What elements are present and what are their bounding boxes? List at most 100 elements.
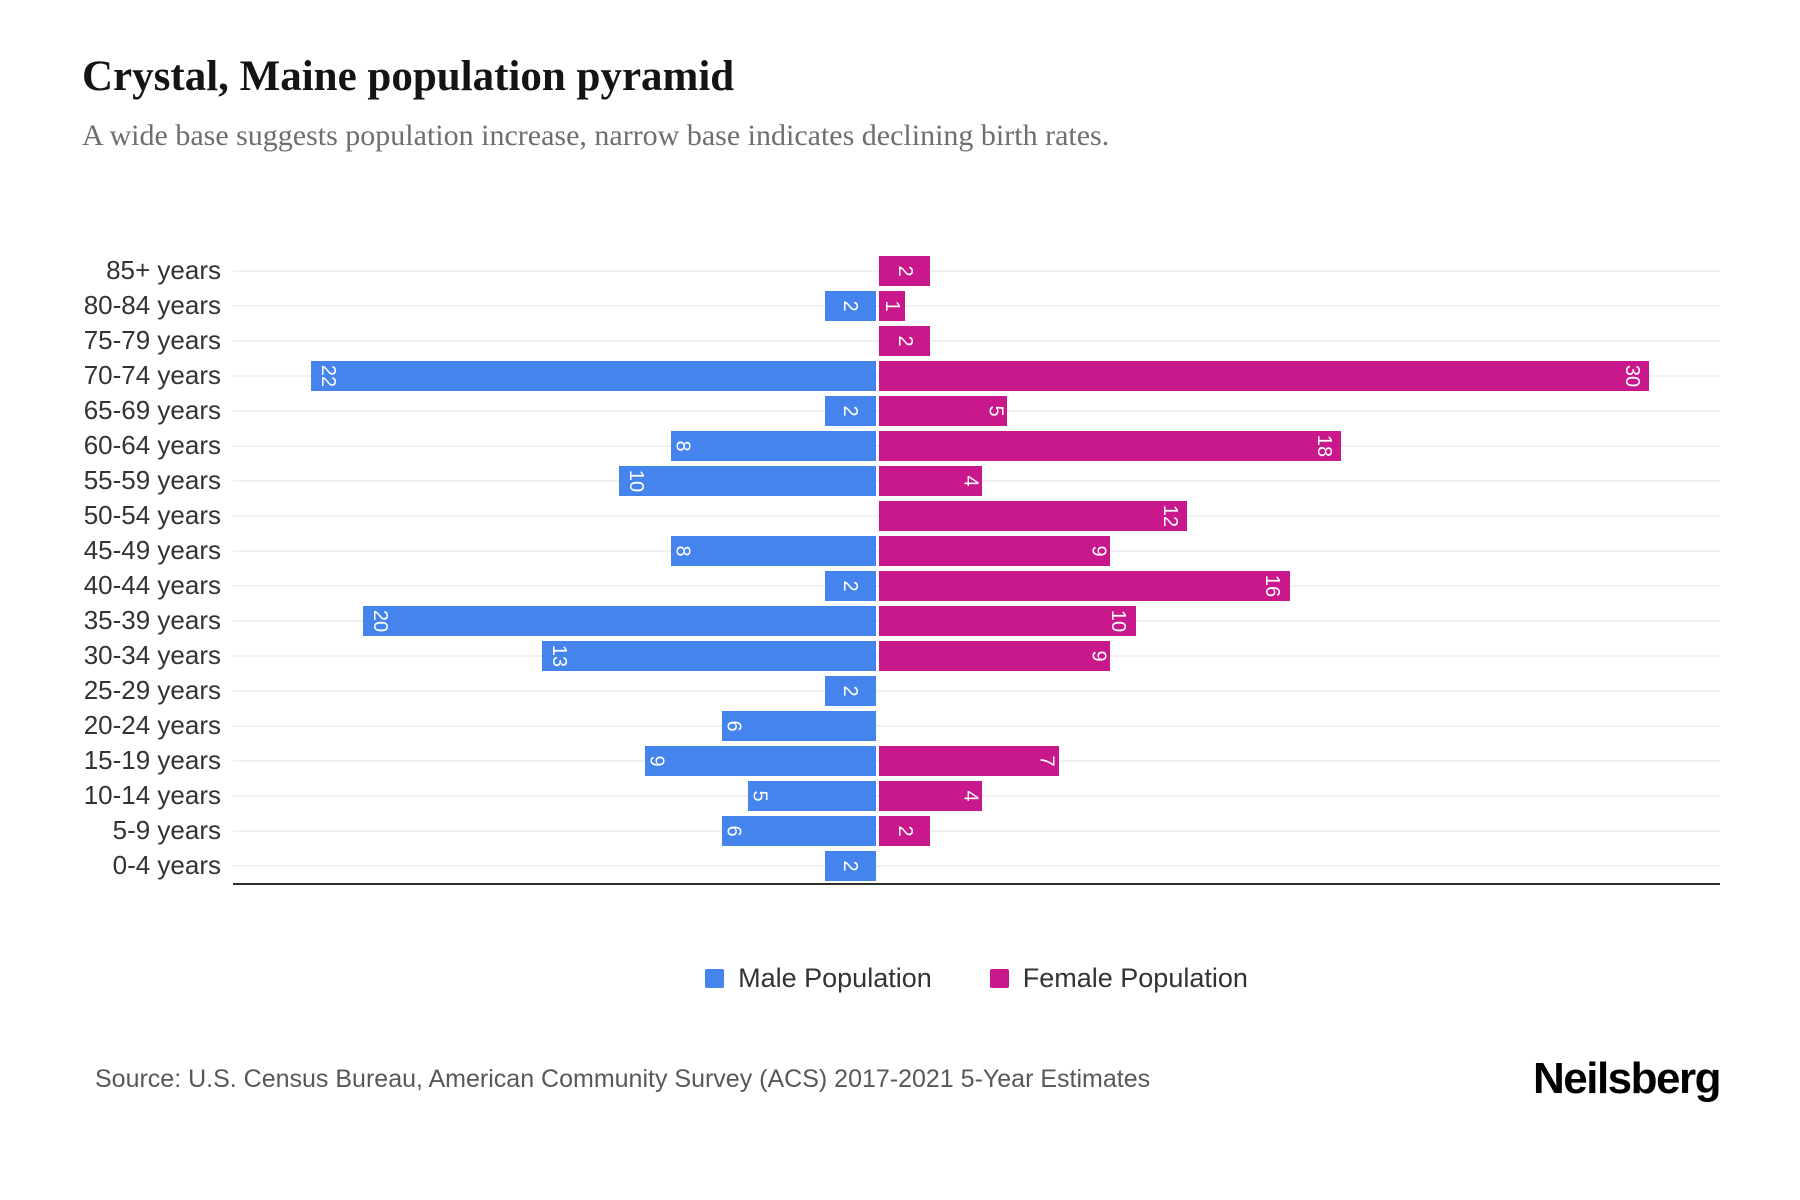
legend-item-male[interactable]: Male Population bbox=[705, 963, 932, 994]
male-bar[interactable]: 6 bbox=[722, 815, 876, 846]
neilsberg-logo: Neilsberg bbox=[1532, 1054, 1722, 1103]
female-bar[interactable]: 18 bbox=[879, 430, 1341, 461]
chart-subtitle: A wide base suggests population increase… bbox=[82, 119, 1110, 152]
male-bar[interactable]: 20 bbox=[362, 605, 876, 636]
age-group-label: 50-54 years bbox=[83, 500, 221, 530]
male-legend-swatch bbox=[705, 969, 725, 988]
age-group-label: 25-29 years bbox=[83, 675, 221, 705]
footer: Source: U.S. Census Bureau, American Com… bbox=[82, 1054, 1722, 1104]
row-plot: 8 18 bbox=[233, 428, 1720, 463]
legend-label-male: Male Population bbox=[738, 963, 932, 993]
male-bar[interactable]: 2 bbox=[824, 290, 876, 321]
chart-row: 10-14 years 5 4 bbox=[82, 778, 1720, 813]
age-group-label: 40-44 years bbox=[83, 570, 221, 600]
male-bar[interactable]: 13 bbox=[542, 640, 876, 671]
chart-row: 35-39 years 20 10 bbox=[82, 603, 1720, 638]
age-group-label: 65-69 years bbox=[83, 395, 221, 425]
row-plot: 6 bbox=[233, 708, 1720, 743]
legend: Male Population Female Population bbox=[233, 963, 1720, 994]
bar-value-label: 22 bbox=[317, 364, 340, 387]
gridline bbox=[233, 724, 1720, 727]
female-bar[interactable]: 9 bbox=[879, 535, 1110, 566]
male-bar[interactable]: 5 bbox=[747, 780, 876, 811]
male-bar[interactable]: 8 bbox=[670, 430, 876, 461]
bar-value-label: 18 bbox=[1312, 434, 1335, 457]
row-plot: 2 bbox=[233, 323, 1720, 358]
female-bar[interactable]: 10 bbox=[879, 605, 1136, 636]
chart-row: 5-9 years 6 2 bbox=[82, 813, 1720, 848]
legend-label-female: Female Population bbox=[1022, 963, 1248, 993]
female-bar[interactable]: 5 bbox=[879, 395, 1008, 426]
female-bar[interactable]: 12 bbox=[879, 500, 1187, 531]
female-bar[interactable]: 1 bbox=[879, 290, 905, 321]
bar-value-label: 9 bbox=[1087, 649, 1110, 662]
female-bar[interactable]: 2 bbox=[879, 815, 931, 846]
gridline bbox=[233, 829, 1720, 832]
bar-value-label: 10 bbox=[1107, 609, 1130, 632]
female-bar[interactable]: 2 bbox=[879, 325, 931, 356]
male-bar[interactable]: 6 bbox=[722, 710, 876, 741]
female-bar[interactable]: 7 bbox=[879, 745, 1059, 776]
bar-value-label: 2 bbox=[839, 579, 862, 592]
bar-value-label: 8 bbox=[671, 439, 694, 452]
chart-row: 45-49 years 8 9 bbox=[82, 533, 1720, 568]
female-bar[interactable]: 30 bbox=[879, 360, 1649, 391]
male-bar[interactable]: 2 bbox=[824, 395, 876, 426]
bar-value-label: 9 bbox=[645, 754, 668, 767]
male-bar[interactable]: 2 bbox=[824, 850, 876, 881]
row-plot: 2 bbox=[233, 253, 1720, 288]
female-legend-swatch bbox=[989, 969, 1009, 988]
bar-value-label: 2 bbox=[839, 859, 862, 872]
male-bar[interactable]: 2 bbox=[824, 570, 876, 601]
female-bar[interactable]: 4 bbox=[879, 465, 982, 496]
male-bar[interactable]: 8 bbox=[670, 535, 876, 566]
male-bar[interactable]: 9 bbox=[645, 745, 876, 776]
bar-value-label: 5 bbox=[748, 789, 771, 802]
bar-value-label: 4 bbox=[959, 789, 982, 802]
bar-value-label: 6 bbox=[722, 824, 745, 837]
male-bar[interactable]: 2 bbox=[824, 675, 876, 706]
male-bar[interactable]: 22 bbox=[311, 360, 876, 391]
bar-value-label: 20 bbox=[368, 609, 391, 632]
row-plot: 20 10 bbox=[233, 603, 1720, 638]
legend-item-female[interactable]: Female Population bbox=[989, 963, 1248, 994]
bar-value-label: 9 bbox=[1087, 544, 1110, 557]
bar-value-label: 2 bbox=[893, 334, 916, 347]
age-group-label: 85+ years bbox=[106, 255, 221, 285]
female-bar[interactable]: 4 bbox=[879, 780, 982, 811]
row-plot: 2 16 bbox=[233, 568, 1720, 603]
age-group-label: 55-59 years bbox=[83, 465, 221, 495]
age-group-label: 60-64 years bbox=[83, 430, 221, 460]
chart-row: 60-64 years 8 18 bbox=[82, 428, 1720, 463]
bar-value-label: 4 bbox=[959, 474, 982, 487]
bar-value-label: 6 bbox=[722, 719, 745, 732]
male-bar[interactable]: 10 bbox=[619, 465, 876, 496]
chart-row: 15-19 years 9 7 bbox=[82, 743, 1720, 778]
bar-value-label: 2 bbox=[839, 404, 862, 417]
female-bar[interactable]: 2 bbox=[879, 255, 931, 286]
source-text: Source: U.S. Census Bureau, American Com… bbox=[95, 1064, 1151, 1093]
bar-value-label: 5 bbox=[984, 404, 1007, 417]
row-plot: 2 bbox=[233, 848, 1720, 883]
chart-row: 70-74 years 22 30 bbox=[82, 358, 1720, 393]
bar-value-label: 2 bbox=[893, 264, 916, 277]
plot-area: 85+ years 2 80-84 years 2 1 75-79 years 2 70-74… bbox=[82, 253, 1720, 883]
age-group-label: 80-84 years bbox=[83, 290, 221, 320]
chart-row: 85+ years 2 bbox=[82, 253, 1720, 288]
age-group-label: 45-49 years bbox=[83, 535, 221, 565]
chart-row: 50-54 years 12 bbox=[82, 498, 1720, 533]
bar-value-label: 30 bbox=[1620, 364, 1643, 387]
bar-value-label: 10 bbox=[625, 469, 648, 492]
x-axis-line bbox=[233, 883, 1720, 885]
bar-value-label: 2 bbox=[839, 299, 862, 312]
bar-value-label: 2 bbox=[839, 684, 862, 697]
female-bar[interactable]: 9 bbox=[879, 640, 1110, 671]
age-group-label: 15-19 years bbox=[83, 745, 221, 775]
age-group-label: 5-9 years bbox=[112, 815, 221, 845]
bar-value-label: 7 bbox=[1036, 754, 1059, 767]
female-bar[interactable]: 16 bbox=[879, 570, 1290, 601]
chart-row: 20-24 years 6 bbox=[82, 708, 1720, 743]
